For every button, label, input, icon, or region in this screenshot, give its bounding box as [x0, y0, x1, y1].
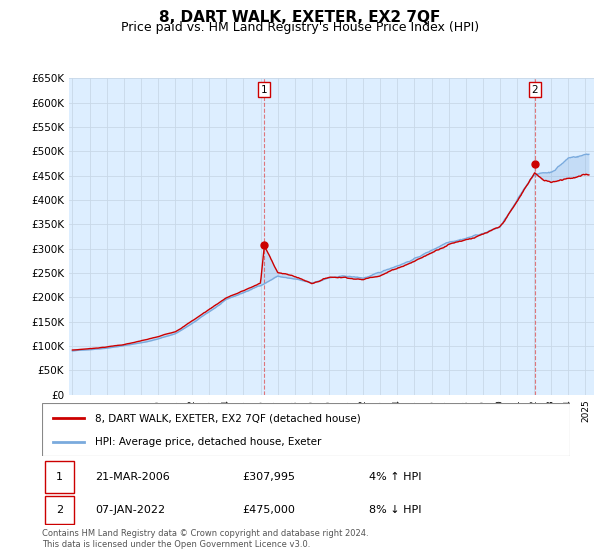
- Text: Contains HM Land Registry data © Crown copyright and database right 2024.
This d: Contains HM Land Registry data © Crown c…: [42, 529, 368, 549]
- Text: 1: 1: [261, 85, 268, 95]
- Text: 07-JAN-2022: 07-JAN-2022: [95, 505, 165, 515]
- Bar: [44, 460, 74, 493]
- Text: 21-MAR-2006: 21-MAR-2006: [95, 472, 170, 482]
- Text: 8, DART WALK, EXETER, EX2 7QF (detached house): 8, DART WALK, EXETER, EX2 7QF (detached …: [95, 413, 361, 423]
- Text: 1: 1: [56, 472, 63, 482]
- Text: 2: 2: [56, 505, 63, 515]
- Text: 4% ↑ HPI: 4% ↑ HPI: [370, 472, 422, 482]
- Text: £475,000: £475,000: [242, 505, 296, 515]
- Text: 8, DART WALK, EXETER, EX2 7QF: 8, DART WALK, EXETER, EX2 7QF: [160, 10, 440, 25]
- Text: 2: 2: [532, 85, 538, 95]
- Text: £307,995: £307,995: [242, 472, 296, 482]
- Text: HPI: Average price, detached house, Exeter: HPI: Average price, detached house, Exet…: [95, 436, 321, 446]
- Bar: [44, 496, 74, 524]
- Text: 8% ↓ HPI: 8% ↓ HPI: [370, 505, 422, 515]
- Text: Price paid vs. HM Land Registry's House Price Index (HPI): Price paid vs. HM Land Registry's House …: [121, 21, 479, 34]
